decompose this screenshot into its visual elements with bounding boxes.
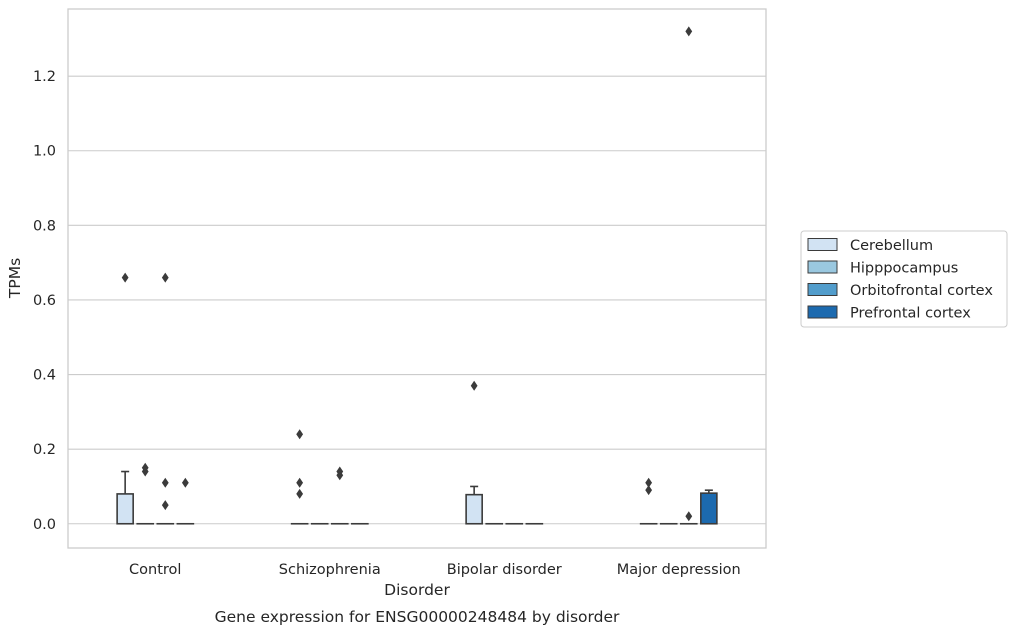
box-body xyxy=(700,492,718,525)
legend-label: Hipppocampus xyxy=(850,261,958,277)
box-cerebellum xyxy=(465,485,483,525)
y-axis-label: TPMs xyxy=(6,258,24,299)
box-body xyxy=(465,493,483,525)
x-tick-label: Control xyxy=(129,562,181,578)
legend-label: Prefrontal cortex xyxy=(850,306,971,322)
outlier-point xyxy=(161,500,169,511)
outlier-point xyxy=(296,429,304,440)
x-tick-label: Schizophrenia xyxy=(279,562,381,578)
legend-swatch xyxy=(807,283,838,296)
outlier-point xyxy=(296,477,304,488)
y-tick-label: 0.0 xyxy=(33,517,56,533)
outlier-point xyxy=(685,26,693,37)
y-tick-label: 0.6 xyxy=(33,293,56,309)
legend-label: Cerebellum xyxy=(850,238,933,254)
y-tick-label: 0.2 xyxy=(33,442,56,458)
legend: Cerebellum Hipppocampus Orbitofrontal cort… xyxy=(800,230,1008,328)
box-body xyxy=(116,493,134,525)
y-tick-label: 0.8 xyxy=(33,218,56,234)
outlier-point xyxy=(121,272,129,283)
outlier-point xyxy=(161,477,169,488)
y-tick-label: 1.2 xyxy=(33,69,56,85)
x-tick-labels: Control Schizophrenia Bipolar disorder Majo… xyxy=(129,562,741,578)
outliers xyxy=(121,26,693,522)
y-tick-labels: 0.0 0.2 0.4 0.6 0.8 1.0 1.2 xyxy=(33,69,56,533)
legend-label: Orbitofrontal cortex xyxy=(850,283,993,299)
box-prefrontal-cortex xyxy=(700,489,718,525)
plot-frame xyxy=(67,8,767,549)
outlier-point xyxy=(141,466,149,477)
x-tick-label: Bipolar disorder xyxy=(447,562,562,578)
outlier-point xyxy=(181,477,189,488)
legend-swatch xyxy=(807,305,838,319)
x-tick-label: Major depression xyxy=(617,562,741,578)
legend-frame xyxy=(800,230,1008,328)
outlier-point xyxy=(470,380,478,391)
figure-caption: Gene expression for ENSG00000248484 by d… xyxy=(215,608,620,626)
outlier-point xyxy=(161,272,169,283)
y-tick-label: 0.4 xyxy=(33,368,56,384)
outlier-point xyxy=(645,485,653,496)
outlier-point xyxy=(645,477,653,488)
outlier-point xyxy=(336,470,344,481)
legend-swatch xyxy=(807,260,838,274)
y-tick-label: 1.0 xyxy=(33,144,56,160)
outlier-point xyxy=(685,511,693,522)
outlier-point xyxy=(296,488,304,499)
box-cerebellum xyxy=(116,470,134,525)
x-axis-label: Disorder xyxy=(384,581,450,599)
box-plots xyxy=(116,470,718,525)
legend-swatch xyxy=(807,238,838,251)
